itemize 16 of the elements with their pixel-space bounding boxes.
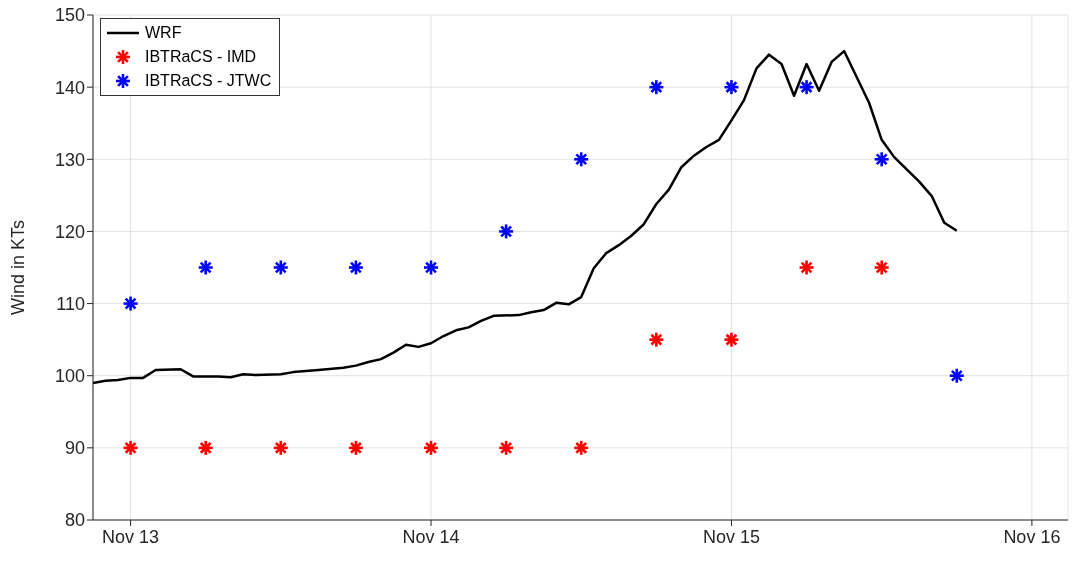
y-tick-label: 150 <box>54 5 85 26</box>
y-tick-label: 110 <box>56 293 85 314</box>
y-tick-label: 80 <box>64 510 85 531</box>
x-tick-label: Nov 14 <box>402 526 460 547</box>
legend-label: IBTRaCS - IMD <box>145 48 257 66</box>
y-tick-label: 140 <box>54 77 85 98</box>
y-tick-label: 130 <box>54 149 85 170</box>
y-tick-label: 100 <box>54 366 85 387</box>
legend-label: IBTRaCS - JTWC <box>145 72 272 90</box>
y-tick-label: 120 <box>54 221 85 242</box>
y-axis-title: Wind in KTs <box>8 219 29 316</box>
y-tick-label: 90 <box>64 438 85 459</box>
legend-label: WRF <box>145 24 182 42</box>
x-tick-label: Nov 15 <box>702 526 760 547</box>
x-tick-label: Nov 16 <box>1003 526 1061 547</box>
x-tick-label: Nov 13 <box>102 526 160 547</box>
